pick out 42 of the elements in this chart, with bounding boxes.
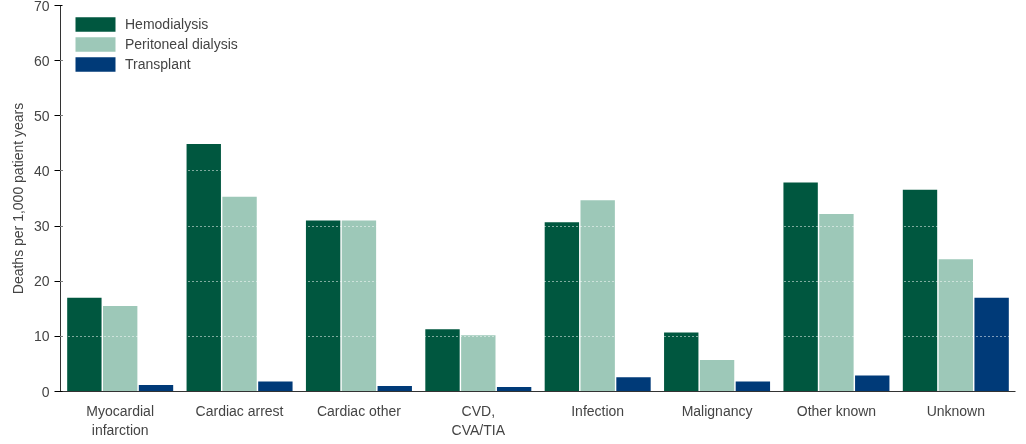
bar bbox=[341, 220, 377, 392]
bar bbox=[258, 381, 293, 392]
y-tick-label: 40 bbox=[33, 162, 50, 179]
x-tick-label: Myocardial infarction bbox=[86, 402, 155, 438]
x-tick-label: Cardiac other bbox=[316, 402, 402, 419]
bar bbox=[616, 377, 651, 392]
legend-label: Transplant bbox=[125, 56, 191, 72]
x-tick-label: Other known bbox=[796, 402, 877, 419]
bar bbox=[819, 213, 854, 392]
y-tick-label: 30 bbox=[33, 218, 50, 235]
y-axis-title: Deaths per 1,000 patient years bbox=[9, 102, 26, 295]
bar bbox=[425, 329, 460, 392]
bar bbox=[67, 297, 102, 392]
bar bbox=[138, 384, 174, 392]
y-tick-label: 20 bbox=[33, 273, 50, 290]
y-tick-label: 10 bbox=[33, 328, 50, 345]
bar bbox=[580, 200, 615, 392]
bar bbox=[699, 360, 735, 392]
y-tick-label: 60 bbox=[33, 52, 50, 69]
bar bbox=[735, 381, 771, 392]
x-tick-label: Infection bbox=[571, 402, 625, 419]
bar bbox=[974, 297, 1009, 392]
bar bbox=[664, 332, 699, 392]
bar bbox=[222, 196, 257, 392]
x-tick-label: Cardiac arrest bbox=[195, 402, 284, 419]
x-tick-label: Malignancy bbox=[681, 402, 753, 419]
legend-label: Peritoneal dialysis bbox=[125, 36, 238, 52]
x-tick-label: Unknown bbox=[926, 402, 985, 419]
bar bbox=[855, 375, 890, 392]
bar bbox=[305, 220, 341, 392]
bar bbox=[186, 143, 221, 392]
bar bbox=[783, 182, 818, 392]
y-tick-label: 0 bbox=[41, 383, 50, 400]
legend-label: Hemodialysis bbox=[125, 16, 209, 32]
bar bbox=[103, 306, 138, 392]
y-tick-label: 50 bbox=[33, 107, 50, 124]
bar bbox=[902, 189, 938, 392]
bar bbox=[461, 335, 496, 392]
x-tick-label: CVD, CVA/TIA bbox=[451, 402, 506, 438]
bar bbox=[938, 259, 973, 392]
bar bbox=[544, 222, 580, 392]
y-tick-label: 70 bbox=[33, 0, 50, 14]
